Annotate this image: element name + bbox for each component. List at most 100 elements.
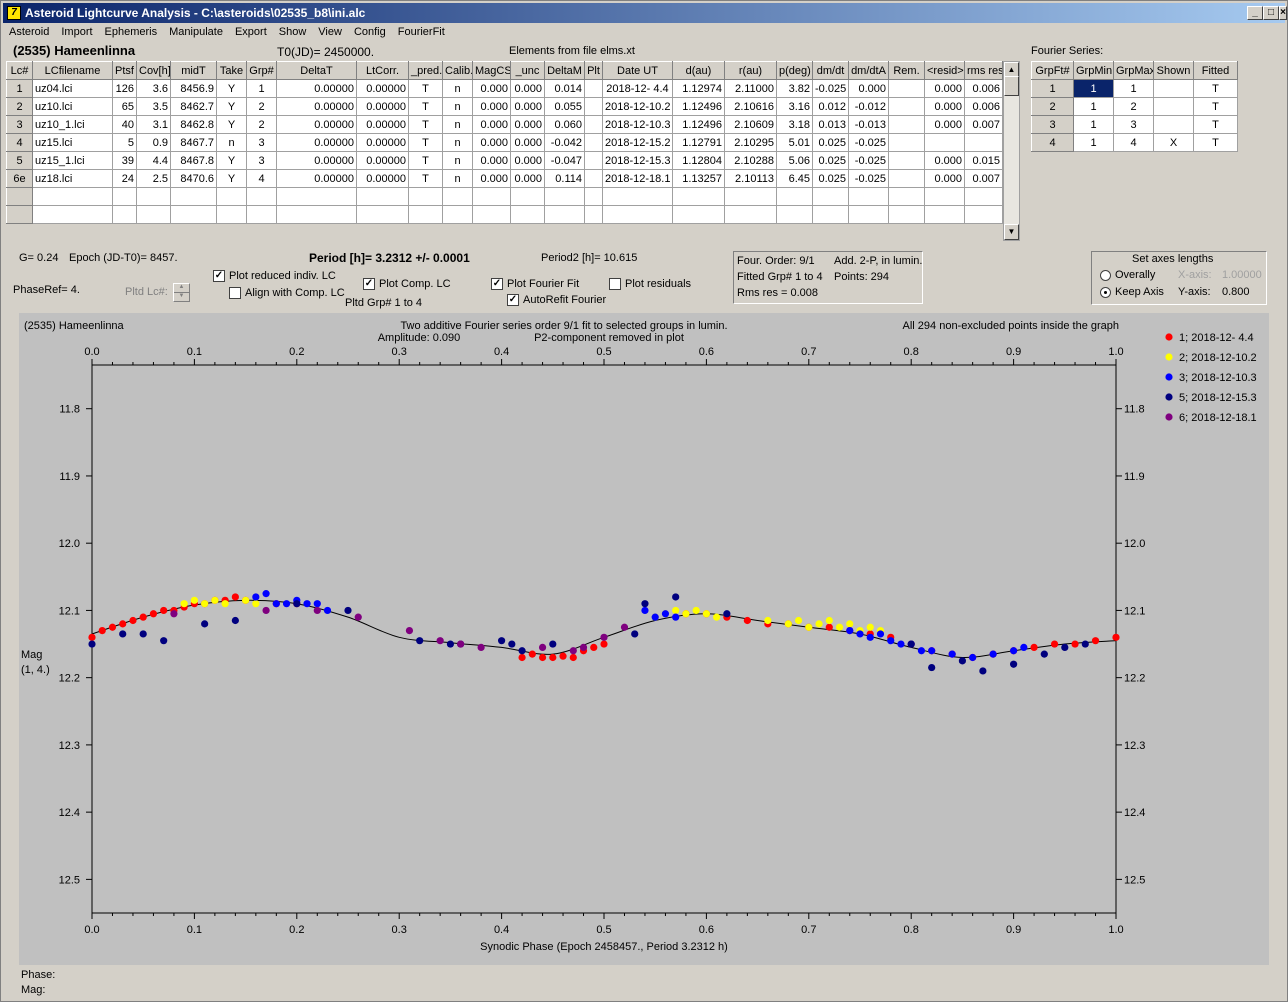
data-point[interactable] [416, 637, 424, 645]
menu-view[interactable]: View [318, 26, 342, 38]
table-cell[interactable] [276, 187, 357, 206]
data-point[interactable] [528, 650, 536, 658]
row-header[interactable]: 4 [6, 133, 33, 152]
table-cell[interactable] [888, 133, 925, 152]
data-point[interactable] [876, 630, 885, 638]
table-cell[interactable]: 2018-12-10.2 [602, 97, 673, 116]
table-cell[interactable] [112, 205, 137, 224]
table-cell[interactable]: 0.00000 [356, 151, 409, 170]
table-cell[interactable]: uz15_1.lci [32, 151, 113, 170]
column-header[interactable]: Cov[h] [136, 61, 171, 80]
table-cell[interactable]: -0.013 [848, 115, 889, 134]
table-cell[interactable]: 3 [246, 151, 277, 170]
column-header[interactable]: _pred. [408, 61, 443, 80]
column-header[interactable]: p(deg) [776, 61, 813, 80]
column-header[interactable]: Date UT [602, 61, 673, 80]
data-point[interactable] [139, 613, 147, 621]
table-cell[interactable]: 2.10288 [724, 151, 777, 170]
table-cell[interactable]: n [442, 151, 473, 170]
table-cell[interactable]: 5 [112, 133, 137, 152]
data-point[interactable] [569, 647, 577, 655]
minimize-button[interactable]: _ [1247, 6, 1263, 20]
table-cell[interactable] [888, 151, 925, 170]
table-cell[interactable] [510, 187, 545, 206]
table-cell[interactable]: 0.015 [964, 151, 1003, 170]
column-header[interactable]: Plt [584, 61, 603, 80]
table-cell[interactable]: 1 [1073, 133, 1114, 152]
data-point[interactable] [323, 606, 332, 615]
data-point[interactable] [242, 596, 250, 604]
table-cell[interactable]: 0.00000 [356, 133, 409, 152]
table-cell[interactable]: 0.114 [544, 169, 585, 188]
radio-icon[interactable] [1100, 269, 1111, 281]
data-point[interactable] [1081, 640, 1089, 648]
table-cell[interactable]: uz04.lci [32, 79, 113, 98]
table-cell[interactable]: n [442, 79, 473, 98]
column-header[interactable]: Ptsf [112, 61, 137, 80]
column-header[interactable]: LCfilename [32, 61, 113, 80]
table-cell[interactable]: T [408, 169, 443, 188]
table-row[interactable] [6, 187, 1003, 206]
data-point[interactable] [190, 596, 198, 604]
data-point[interactable] [518, 653, 526, 662]
menu-show[interactable]: Show [278, 26, 307, 38]
menu-export[interactable]: Export [234, 26, 267, 38]
table-cell[interactable]: 1 [1073, 79, 1114, 98]
table-cell[interactable]: 0.00000 [356, 169, 409, 188]
table-cell[interactable]: 2.10295 [724, 133, 777, 152]
check-icon[interactable]: ✓ [507, 294, 519, 307]
table-cell[interactable]: 3.6 [136, 79, 171, 98]
data-point[interactable] [1010, 660, 1018, 668]
data-point[interactable] [1061, 643, 1069, 652]
table-cell[interactable]: 0.000 [510, 169, 545, 188]
data-point[interactable] [989, 650, 997, 658]
scroll-thumb[interactable] [1004, 76, 1019, 96]
table-cell[interactable] [1153, 79, 1194, 98]
data-point[interactable] [549, 653, 557, 662]
table-cell[interactable]: 65 [112, 97, 137, 116]
data-point[interactable] [907, 640, 915, 648]
data-point[interactable] [672, 606, 680, 615]
data-point[interactable] [538, 653, 547, 662]
plot-fourier-checkbox[interactable]: ✓ Plot Fourier Fit [491, 278, 580, 291]
table-cell[interactable]: 0.000 [924, 115, 965, 134]
table-cell[interactable] [848, 205, 889, 224]
table-cell[interactable]: -0.025 [812, 79, 849, 98]
data-point[interactable] [846, 620, 854, 628]
table-cell[interactable]: 4 [246, 169, 277, 188]
table-cell[interactable]: n [442, 115, 473, 134]
table-cell[interactable]: 0.006 [964, 79, 1003, 98]
data-point[interactable] [549, 640, 557, 648]
table-cell[interactable]: 0.000 [510, 133, 545, 152]
table-cell[interactable]: 1.12496 [672, 97, 725, 116]
data-point[interactable] [1071, 640, 1079, 648]
table-cell[interactable] [408, 187, 443, 206]
row-header[interactable]: 5 [6, 151, 33, 170]
data-point[interactable] [600, 633, 608, 641]
column-header[interactable]: GrpMin [1073, 61, 1114, 80]
data-point[interactable] [917, 647, 926, 655]
data-point[interactable] [211, 596, 219, 604]
table-cell[interactable]: 3.82 [776, 79, 813, 98]
data-point[interactable] [303, 600, 311, 608]
table-cell[interactable]: T [408, 133, 443, 152]
data-point[interactable] [508, 640, 516, 648]
table-cell[interactable]: 0.000 [472, 115, 511, 134]
table-cell[interactable]: 1.12791 [672, 133, 725, 152]
data-point[interactable] [149, 610, 158, 618]
table-cell[interactable]: 2.10609 [724, 115, 777, 134]
column-header[interactable]: dm/dt [812, 61, 849, 80]
table-cell[interactable] [584, 97, 603, 116]
data-point[interactable] [1040, 650, 1048, 658]
data-point[interactable] [98, 626, 106, 635]
table-cell[interactable]: uz10.lci [32, 97, 113, 116]
row-header[interactable]: 2 [6, 97, 33, 116]
table-cell[interactable]: 0.000 [510, 115, 545, 134]
data-point[interactable] [170, 610, 178, 618]
data-point[interactable] [672, 613, 680, 621]
